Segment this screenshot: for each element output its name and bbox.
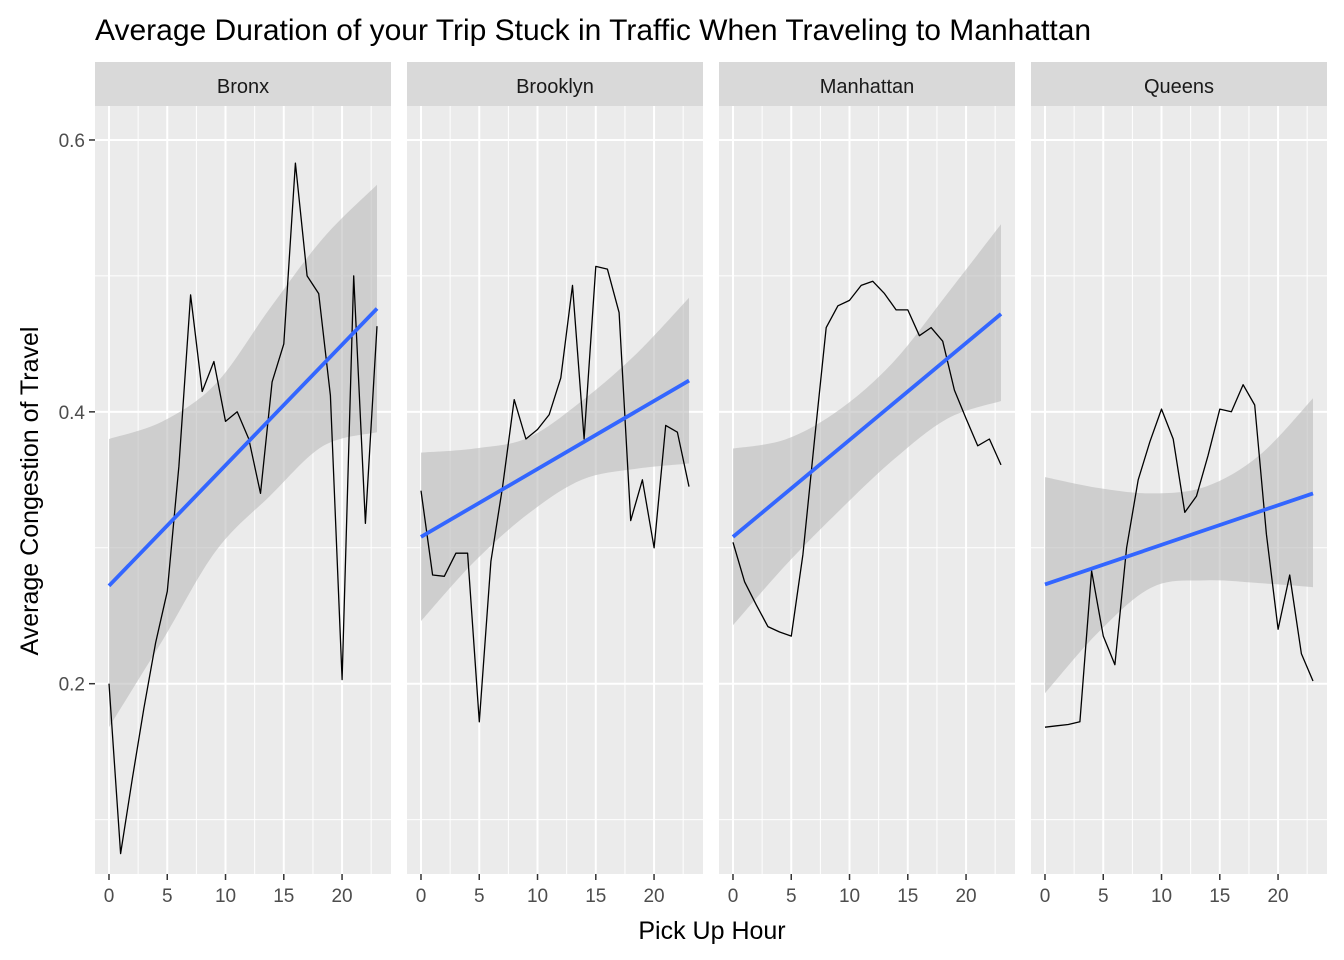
y-axis-title: Average Congestion of Travel [16, 327, 44, 656]
x-tick-label: 0 [1040, 886, 1051, 907]
facet-label-manhattan: Manhattan [820, 76, 915, 98]
x-tick-label: 20 [1267, 886, 1288, 907]
x-tick-label: 5 [162, 886, 173, 907]
x-tick-label: 10 [527, 886, 548, 907]
trend-line-bronx [107, 307, 379, 588]
y-axis: 0.2 0.4 0.6 [59, 131, 95, 696]
x-tick-label: 15 [897, 886, 918, 907]
chart-title: Average Duration of your Trip Stuck in T… [95, 14, 1091, 47]
confidence-ribbon-queens [1045, 398, 1313, 694]
trend-line-queens [1044, 491, 1314, 587]
x-tick-label: 15 [585, 886, 606, 907]
panel-manhattan: Manhattan 0 5 10 15 20 [719, 62, 1015, 907]
x-tick-label: 10 [1151, 886, 1172, 907]
x-tick-label: 20 [955, 886, 976, 907]
confidence-ribbon-bronx [109, 184, 377, 728]
x-tick-label: 15 [273, 886, 294, 907]
x-tick-label: 10 [839, 886, 860, 907]
facet-panels: Bronx 0 5 10 15 20 Brooklyn 0 5 10 15 20 Manhattan 0 5… [95, 62, 1327, 907]
x-tick-label: 5 [474, 886, 485, 907]
data-line-manhattan [732, 280, 1002, 637]
x-tick-label: 10 [215, 886, 236, 907]
x-axis-title: Pick Up Hour [638, 917, 785, 945]
facet-strip-queens [1031, 62, 1327, 106]
panel-queens: Queens 0 5 10 15 20 [1031, 62, 1327, 907]
trend-line-manhattan [731, 312, 1003, 539]
facet-label-brooklyn: Brooklyn [516, 76, 594, 98]
facet-strip-bronx [95, 62, 391, 106]
x-tick-label: 20 [331, 886, 352, 907]
x-tick-label: 15 [1209, 886, 1230, 907]
trend-line-brooklyn [420, 378, 690, 539]
data-line-brooklyn [420, 265, 690, 723]
data-line-bronx [108, 162, 378, 855]
facet-strip-brooklyn [407, 62, 703, 106]
y-tick-label: 0.4 [59, 403, 86, 424]
x-tick-label: 5 [786, 886, 797, 907]
facet-strip-manhattan [719, 62, 1015, 106]
panel-brooklyn: Brooklyn 0 5 10 15 20 [407, 62, 703, 907]
data-line-queens [1044, 384, 1314, 728]
x-tick-label: 0 [416, 886, 427, 907]
y-tick-label: 0.2 [59, 675, 85, 696]
y-tick-label: 0.6 [59, 131, 85, 152]
panel-bronx: Bronx 0 5 10 15 20 [95, 62, 391, 907]
x-tick-label: 0 [104, 886, 115, 907]
facet-label-bronx: Bronx [217, 76, 269, 98]
x-tick-label: 5 [1098, 886, 1109, 907]
facet-label-queens: Queens [1144, 76, 1214, 98]
x-tick-label: 0 [728, 886, 739, 907]
x-tick-label: 20 [643, 886, 664, 907]
